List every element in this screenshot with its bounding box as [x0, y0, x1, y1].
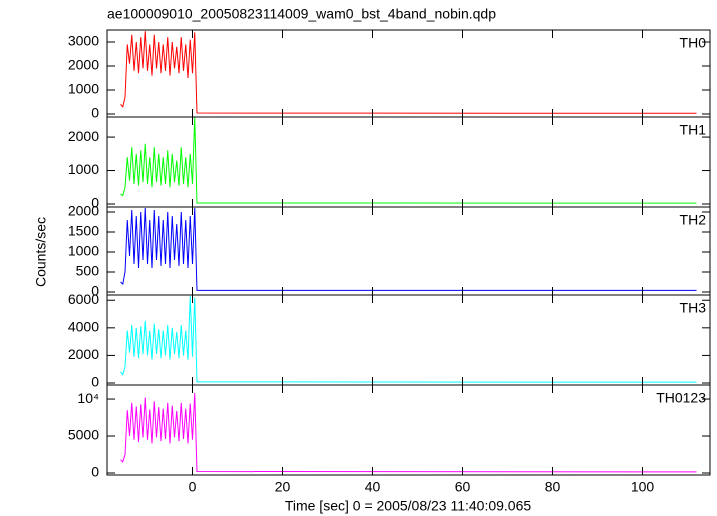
y-tick-label: 4000: [68, 319, 99, 335]
series-label: TH1: [680, 122, 707, 138]
y-tick-label: 0: [91, 283, 99, 299]
y-tick-label: 3000: [68, 33, 99, 49]
panel-frame: [106, 29, 711, 118]
y-tick-label: 0: [91, 464, 99, 480]
y-axis-label: Counts/sec: [33, 217, 49, 287]
y-tick-label: 500: [76, 263, 100, 279]
y-tick-label: 2000: [68, 128, 99, 144]
light-curve: [120, 393, 697, 473]
y-tick-label: 1500: [68, 223, 99, 239]
x-axis-label: Time [sec] 0 = 2005/08/23 11:40:09.065: [285, 498, 532, 514]
series-label: TH0: [680, 35, 707, 51]
y-tick-label: 5000: [68, 427, 99, 443]
light-curve: [120, 296, 697, 383]
x-tick-label: 100: [631, 479, 655, 495]
light-curve: [120, 207, 697, 291]
y-tick-label: 1000: [68, 81, 99, 97]
y-tick-label: 0: [91, 374, 99, 390]
series-label: TH3: [680, 300, 707, 316]
y-tick-label: 2000: [68, 346, 99, 362]
x-tick-label: 0: [189, 479, 197, 495]
panel-frame: [106, 206, 711, 296]
y-tick-label: 2000: [68, 57, 99, 73]
light-curve: [120, 117, 697, 204]
series-label: TH2: [680, 212, 707, 228]
chart-title: ae100009010_20050823114009_wam0_bst_4ban…: [107, 6, 496, 22]
panel-frame: [106, 294, 711, 386]
y-tick-label: 6000: [68, 291, 99, 307]
x-tick-label: 80: [545, 479, 561, 495]
panel-frame: [106, 116, 711, 208]
series-label: TH0123: [656, 390, 706, 406]
x-tick-label: 20: [275, 479, 291, 495]
light-curve: [120, 31, 697, 114]
y-tick-label: 10⁴: [77, 390, 99, 406]
y-tick-label: 0: [91, 105, 99, 121]
x-tick-label: 40: [365, 479, 381, 495]
panel-frame: [106, 384, 711, 476]
y-tick-label: 2000: [68, 203, 99, 219]
y-tick-label: 1000: [68, 161, 99, 177]
y-tick-label: 0: [91, 195, 99, 211]
x-tick-label: 60: [455, 479, 471, 495]
y-tick-label: 1000: [68, 243, 99, 259]
